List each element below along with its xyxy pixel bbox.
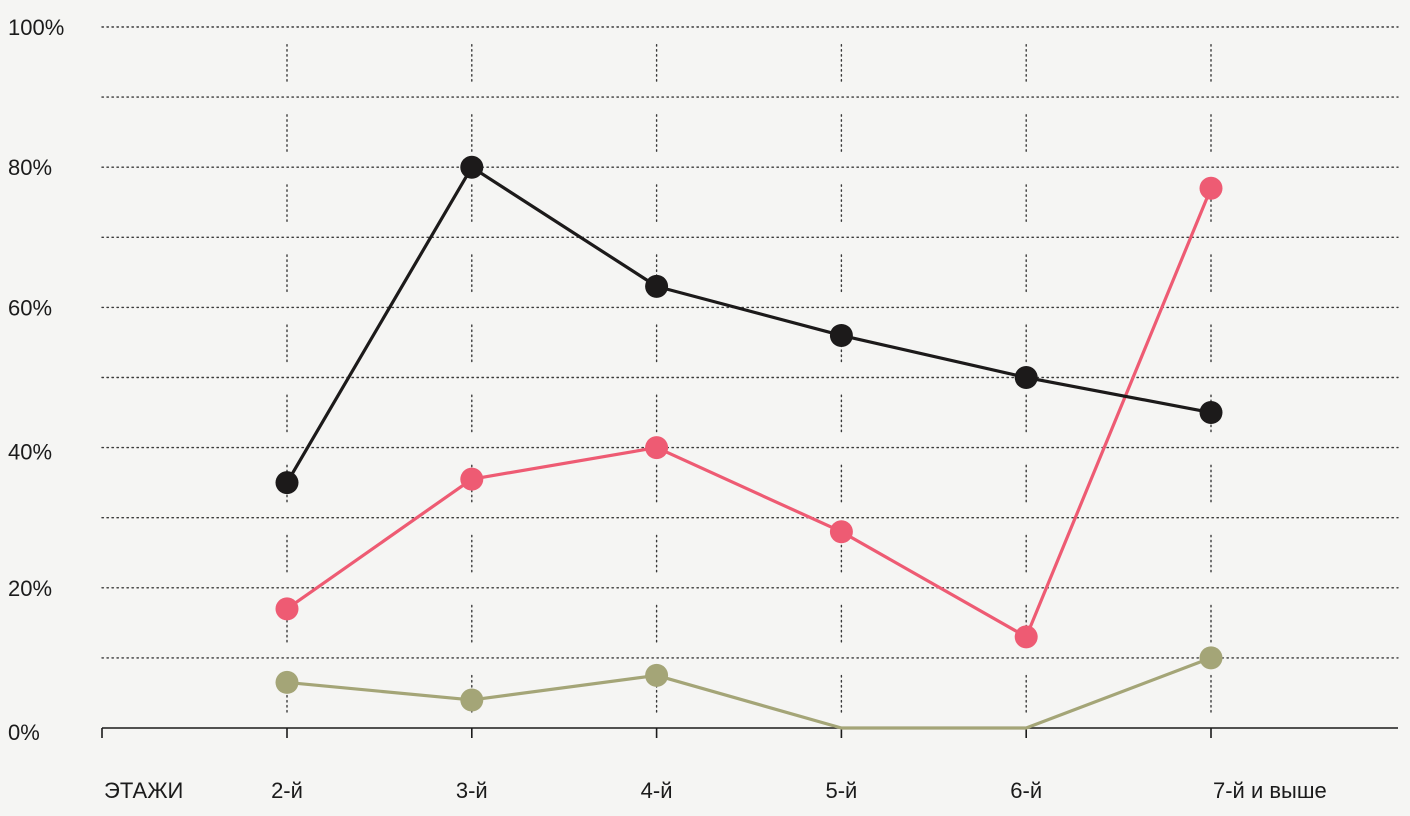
y-tick-label: 20%	[8, 576, 52, 601]
data-point	[829, 520, 853, 544]
data-point	[460, 688, 484, 712]
data-point	[645, 436, 669, 460]
x-tick-label: 7-й и выше	[1213, 778, 1327, 803]
series-line	[285, 186, 1213, 639]
x-tick-label: 6-й	[1010, 778, 1042, 803]
x-tick-label: 5-й	[825, 778, 857, 803]
y-tick-label: 80%	[8, 155, 52, 180]
y-tick-label: 100%	[8, 15, 64, 40]
x-tick-label: 3-й	[456, 778, 488, 803]
data-point	[645, 274, 669, 298]
data-point	[1014, 625, 1038, 649]
data-point	[829, 323, 853, 347]
data-point	[460, 155, 484, 179]
data-point	[1199, 401, 1223, 425]
x-tick-label: 4-й	[641, 778, 673, 803]
x-axis-tick-labels: ЭТАЖИ 2-й 3-й 4-й 5-й 6-й 7-й и выше	[104, 778, 1327, 803]
data-point	[1199, 176, 1223, 200]
y-axis-tick-labels: 0% 20% 40% 60% 80% 100%	[8, 15, 64, 745]
data-point	[275, 471, 299, 495]
data-point	[1199, 646, 1223, 670]
grid	[101, 26, 1399, 713]
series-line	[285, 656, 1213, 730]
y-tick-label: 60%	[8, 295, 52, 320]
data-point	[645, 663, 669, 687]
data-point	[1014, 366, 1038, 389]
data-point	[275, 597, 299, 621]
series-line	[285, 165, 1213, 485]
x-axis	[101, 727, 1398, 738]
y-tick-label: 0%	[8, 720, 40, 745]
y-tick-label: 40%	[8, 440, 52, 465]
x-axis-title: ЭТАЖИ	[104, 778, 183, 803]
data-series	[275, 155, 1223, 730]
x-tick-label: 2-й	[271, 778, 303, 803]
data-point	[275, 670, 299, 694]
data-point	[460, 467, 484, 491]
